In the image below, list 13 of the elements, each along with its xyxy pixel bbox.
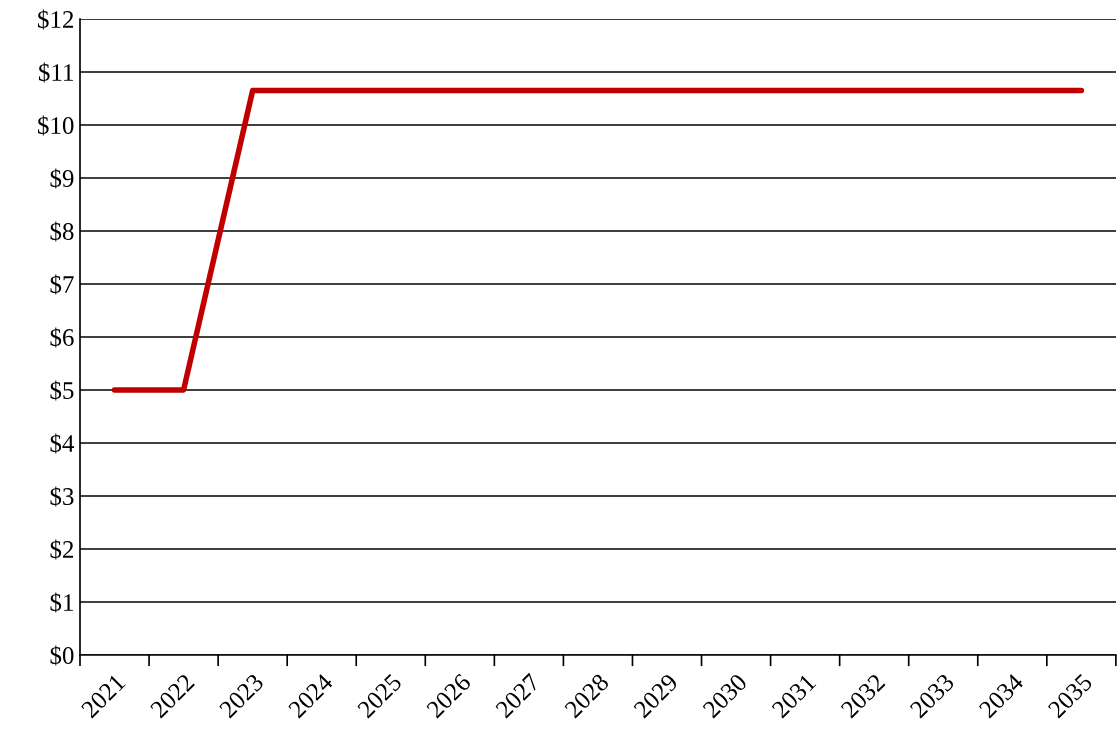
y-tick-label: $11	[38, 62, 73, 83]
y-tick-label: $8	[50, 221, 74, 242]
y-tick-label: $6	[50, 327, 74, 348]
y-tick-label: $5	[50, 380, 74, 401]
y-tick-label: $12	[38, 9, 74, 30]
y-tick-label: $3	[50, 486, 74, 507]
y-tick-label: $2	[50, 539, 74, 560]
y-tick-label: $4	[50, 433, 75, 454]
y-tick-label: $0	[50, 645, 74, 666]
y-tick-label: $1	[50, 592, 73, 613]
y-tick-label: $7	[50, 274, 74, 295]
y-tick-label: $10	[38, 115, 74, 136]
y-tick-label: $9	[50, 168, 74, 189]
